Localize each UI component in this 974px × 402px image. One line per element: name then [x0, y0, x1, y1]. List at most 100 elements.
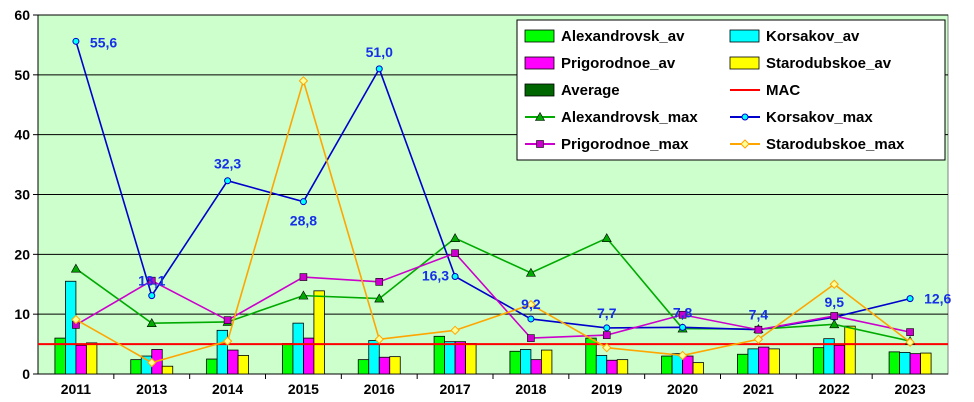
point-korsakov-max	[224, 177, 232, 185]
x-tick-label: 2019	[591, 381, 622, 397]
legend-swatch-starodubskoe-av	[729, 56, 760, 70]
bar-alexandrovsk-av	[130, 359, 142, 375]
legend-marker-korsakov-max	[741, 113, 749, 121]
point-alexandrovsk-max	[298, 290, 309, 300]
bar-korsakov-av	[520, 349, 532, 375]
data-label: 55,6	[90, 34, 117, 50]
legend-marker-alexandrovsk-max	[534, 111, 546, 121]
bar-alexandrovsk-av	[888, 351, 900, 375]
x-tick-label: 2016	[364, 381, 395, 397]
point-starodubskoe-max	[677, 350, 688, 361]
bar-alexandrovsk-av	[509, 350, 521, 375]
point-prigorodnoe-max	[754, 325, 763, 334]
bar-alexandrovsk-av	[282, 343, 294, 375]
point-korsakov-max	[906, 295, 914, 303]
point-starodubskoe-max	[905, 337, 915, 347]
point-korsakov-max	[451, 272, 459, 280]
data-label: 51,0	[366, 44, 393, 60]
point-korsakov-max	[603, 324, 611, 332]
line-prigorodnoe-max	[75, 252, 911, 339]
data-label: 9,2	[521, 296, 541, 312]
point-starodubskoe-max	[147, 357, 157, 368]
point-starodubskoe-max	[298, 76, 309, 86]
data-label: 12,6	[924, 291, 951, 307]
point-korsakov-max	[527, 315, 535, 323]
bar-alexandrovsk-av	[433, 335, 445, 375]
x-tick-label: 2020	[667, 381, 698, 397]
x-tick-label: 2011	[61, 381, 92, 397]
bar-alexandrovsk-av	[812, 347, 825, 375]
bar-starodubskoe-av	[465, 343, 477, 375]
point-prigorodnoe-max	[147, 276, 156, 285]
bar-prigorodnoe-av	[227, 349, 239, 375]
bar-starodubskoe-av	[389, 356, 401, 375]
point-alexandrovsk-max	[374, 293, 385, 303]
data-label: 7,4	[749, 307, 769, 323]
point-prigorodnoe-max	[299, 273, 308, 281]
legend-swatch-korsakov-av	[729, 29, 760, 43]
legend-label-prigorodnoe-max: Prigorodnoe_max	[561, 136, 689, 153]
point-korsakov-max	[299, 198, 307, 206]
x-tick-label: 2018	[515, 381, 546, 397]
point-korsakov-max	[375, 65, 383, 73]
legend-label-starodubskoe-av: Starodubskoe_av	[766, 55, 892, 72]
data-label: 7,8	[673, 304, 693, 320]
point-alexandrovsk-max	[525, 267, 536, 277]
y-tick-label: 50	[14, 67, 30, 83]
bar-korsakov-av	[595, 355, 608, 375]
bar-alexandrovsk-av	[737, 353, 749, 375]
point-starodubskoe-max	[71, 314, 81, 325]
bar-starodubskoe-av	[692, 362, 704, 375]
bar-prigorodnoe-av	[833, 344, 846, 375]
point-alexandrovsk-max	[146, 318, 157, 327]
point-korsakov-max	[148, 292, 156, 300]
bar-korsakov-av	[899, 352, 911, 375]
bar-prigorodnoe-av	[75, 344, 87, 375]
data-label: 13,1	[138, 273, 165, 289]
x-tick-label: 2015	[288, 381, 319, 397]
bar-prigorodnoe-av	[682, 355, 694, 375]
y-tick-label: 30	[14, 187, 30, 203]
point-starodubskoe-max	[450, 325, 460, 336]
data-label: 32,3	[214, 156, 241, 172]
data-label: 16,3	[422, 267, 449, 283]
bar-prigorodnoe-av	[454, 341, 466, 375]
bar-alexandrovsk-av	[661, 355, 673, 375]
legend-marker-starodubskoe-max	[740, 139, 750, 149]
x-tick-label: 2021	[743, 381, 774, 397]
data-label: 28,8	[290, 213, 317, 229]
y-tick-label: 20	[14, 246, 30, 262]
point-prigorodnoe-max	[906, 328, 914, 336]
bar-starodubskoe-av	[768, 348, 780, 375]
point-starodubskoe-max	[222, 336, 233, 346]
bar-starodubskoe-av	[313, 290, 325, 375]
y-tick-label: 0	[22, 366, 30, 382]
legend-label-mac: MAC	[766, 82, 800, 99]
bar-prigorodnoe-av	[378, 356, 391, 375]
legend-label-alexandrovsk-max: Alexandrovsk_max	[561, 109, 698, 126]
legend-marker-prigorodnoe-max	[536, 140, 544, 148]
legend-label-alexandrovsk-av: Alexandrovsk_av	[561, 28, 685, 45]
legend-label-average: Average	[561, 82, 620, 99]
legend-label-korsakov-av: Korsakov_av	[766, 28, 860, 45]
line-starodubskoe-max	[75, 77, 911, 364]
x-tick-label: 2023	[895, 381, 926, 397]
point-starodubskoe-max	[602, 342, 612, 353]
bar-starodubskoe-av	[237, 355, 249, 375]
point-alexandrovsk-max	[829, 319, 840, 329]
x-tick-label: 2013	[136, 381, 167, 397]
point-korsakov-max	[72, 37, 80, 45]
data-label: 9,5	[825, 294, 845, 310]
x-tick-label: 2014	[212, 381, 243, 397]
bar-alexandrovsk-av	[206, 358, 218, 375]
y-tick-label: 10	[14, 306, 30, 322]
point-prigorodnoe-max	[527, 334, 535, 342]
bar-prigorodnoe-av	[758, 346, 770, 375]
x-tick-label: 2022	[819, 381, 850, 397]
bar-alexandrovsk-av	[357, 359, 370, 375]
y-tick-label: 60	[14, 7, 30, 23]
bar-starodubskoe-av	[541, 349, 553, 375]
legend-label-starodubskoe-max: Starodubskoe_max	[766, 136, 905, 153]
x-tick-label: 2017	[440, 381, 471, 397]
